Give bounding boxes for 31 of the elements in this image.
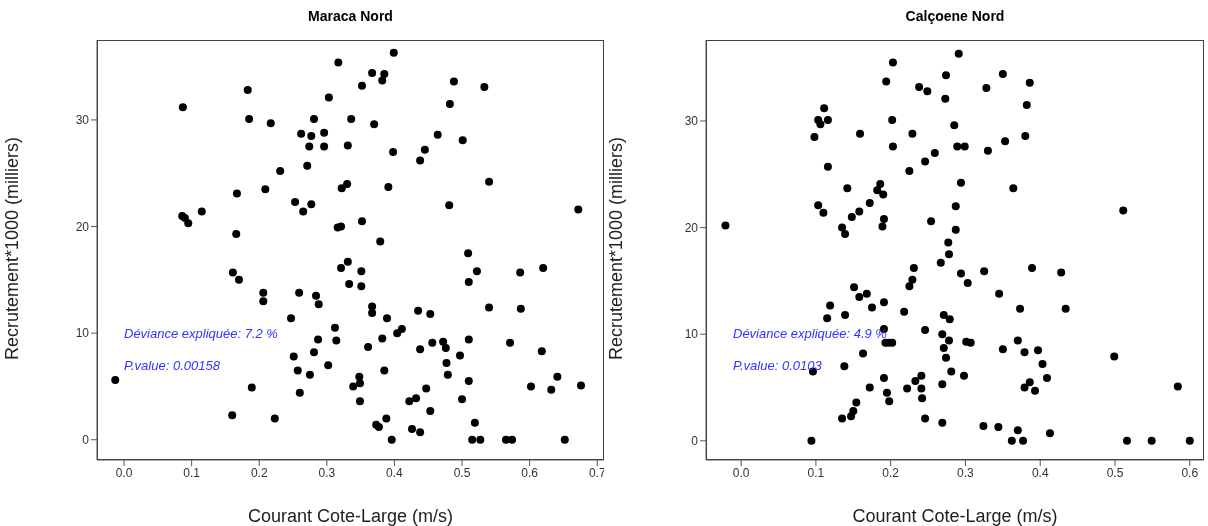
x-tick-label: 0.2	[250, 465, 268, 480]
x-axis-title: Courant Cote-Large (m/s)	[247, 506, 454, 526]
y-tick-label: 20	[75, 219, 90, 234]
y-tick-label: 30	[684, 114, 699, 129]
x-tick-label: 0.3	[318, 465, 336, 480]
x-tick-label: 0.0	[115, 465, 133, 480]
chart-title: Calçoene Nord	[904, 8, 1006, 24]
annotation: P.value: 0.00158	[124, 358, 220, 373]
x-tick-label: 0.6	[1181, 465, 1199, 480]
y-tick-label: 20	[684, 220, 699, 235]
y-axis-title: Recrutement*1000 (milliers)	[2, 136, 23, 360]
y-axis-title: Recrutement*1000 (milliers)	[606, 136, 627, 360]
x-tick-label: 0.6	[521, 465, 539, 480]
y-tick-label: 30	[75, 113, 90, 128]
x-tick-label: 0.5	[1106, 465, 1124, 480]
y-tick-label: 10	[684, 327, 699, 342]
x-tick-label: 0.2	[882, 465, 900, 480]
x-tick-label: 0.1	[807, 465, 825, 480]
x-tick-label: 0.3	[957, 465, 975, 480]
x-tick-label: 0.5	[453, 465, 471, 480]
x-tick-label: 0.4	[1031, 465, 1049, 480]
y-tick-label: 0	[82, 433, 90, 448]
x-tick-label: 0.4	[386, 465, 404, 480]
chart-title: Maraca Nord	[307, 8, 394, 24]
x-tick-label: 0.1	[183, 465, 201, 480]
x-tick-label: 0.0	[732, 465, 750, 480]
y-tick-label: 10	[75, 326, 90, 341]
x-axis-title: Courant Cote-Large (m/s)	[852, 506, 1058, 526]
annotation: P.value: 0.0103	[733, 358, 822, 373]
annotation: Déviance expliquée: 7.2 %	[124, 326, 278, 341]
y-tick-label: 0	[691, 434, 699, 449]
